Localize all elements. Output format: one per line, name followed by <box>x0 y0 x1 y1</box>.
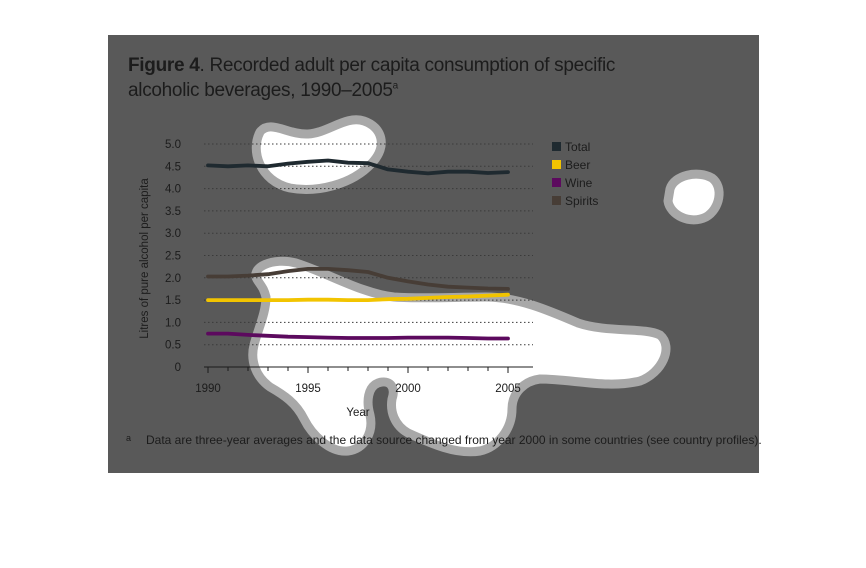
figure-panel: Figure 4. Recorded adult per capita cons… <box>108 35 762 473</box>
line-chart: 0 0.5 1.0 1.5 2.0 2.5 3.0 3.5 4.0 4.5 5.0 1990 1995 2… <box>139 115 724 457</box>
y-tick-label: 3.0 <box>165 228 181 240</box>
legend-label-wine: Wine <box>565 176 593 190</box>
series-line-spirits <box>206 266 510 291</box>
legend-swatch-total <box>552 142 561 151</box>
legend-swatch-spirits <box>552 196 561 205</box>
legend-swatch-beer <box>552 160 561 169</box>
y-tick-label: 2.0 <box>165 273 181 285</box>
redaction-blobs <box>248 115 724 457</box>
y-tick-label: 0 <box>175 362 181 374</box>
figure-title: Figure 4. Recorded adult per capita cons… <box>128 53 688 103</box>
y-tick-label: 5.0 <box>165 139 181 151</box>
y-tick-label: 1.0 <box>165 317 181 329</box>
y-tick-label: 4.5 <box>165 161 181 173</box>
x-axis-title: Year <box>346 407 369 419</box>
y-tick-label: 0.5 <box>165 340 181 352</box>
series-line-total <box>206 158 510 176</box>
legend-label-spirits: Spirits <box>565 194 598 208</box>
figure-label: Figure 4 <box>128 55 200 76</box>
y-axis-title: Litres of pure alcohol per capita <box>139 178 151 339</box>
series-line-beer <box>206 292 510 303</box>
redaction-blob-legend <box>663 169 724 225</box>
x-tick-label: 2005 <box>495 383 521 395</box>
footnote-text: Data are three-year averages and the dat… <box>146 433 762 447</box>
footnote: a Data are three-year averages and the da… <box>126 433 762 447</box>
series-line-wine <box>206 331 510 341</box>
legend-label-beer: Beer <box>565 158 590 172</box>
x-tick-label: 1990 <box>195 383 221 395</box>
legend-label-total: Total <box>565 140 590 154</box>
x-tick-label: 2000 <box>395 383 421 395</box>
footnote-mark: a <box>126 433 132 443</box>
axes: 0 0.5 1.0 1.5 2.0 2.5 3.0 3.5 4.0 4.5 5.0 1990 1995 2… <box>139 139 533 419</box>
legend: Total Beer Wine Spirits <box>552 140 598 208</box>
y-tick-label: 4.0 <box>165 184 181 196</box>
figure-title-text: . Recorded adult per capita consumption … <box>128 55 616 101</box>
legend-swatch-wine <box>552 178 561 187</box>
figure-title-superscript: a <box>392 80 399 92</box>
y-tick-label: 1.5 <box>165 295 181 307</box>
y-tick-label: 2.5 <box>165 251 181 263</box>
y-tick-label: 3.5 <box>165 206 181 218</box>
redaction-blob-bottom <box>248 256 671 457</box>
series-lines <box>206 158 510 341</box>
redaction-blob-top <box>251 115 386 194</box>
x-tick-label: 1995 <box>295 383 321 395</box>
